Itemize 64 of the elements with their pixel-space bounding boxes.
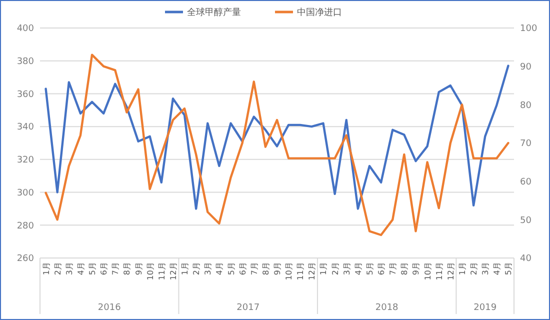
line-series: [44, 54, 510, 236]
text: 2016: [98, 303, 122, 313]
y-tick-label: 280: [16, 221, 34, 232]
x-tick-label: 10月: [423, 262, 432, 280]
x-tick-label: 3月: [481, 262, 490, 276]
x-tick-label: 11月: [157, 262, 166, 280]
x-tick-label: 6月: [238, 262, 248, 276]
x-tick-label: 9月: [412, 262, 421, 276]
x-tick-label: 1月: [458, 262, 467, 276]
x-tick-label: 2月: [470, 262, 479, 276]
y-tick-label: 380: [16, 57, 34, 68]
x-tick-label: 8月: [400, 262, 410, 276]
y2-tick-label: 100: [520, 24, 538, 34]
x-tick-label: 6月: [377, 262, 386, 276]
legend-label: 全球甲醇产量: [187, 7, 241, 18]
x-tick-label: 3月: [64, 262, 74, 276]
x-tick-label: 4月: [76, 262, 86, 276]
x-tick-label: 7月: [111, 262, 120, 276]
x-tick-label: 12月: [168, 262, 178, 280]
legend-label: 中国净进口: [297, 7, 342, 18]
x-tick-label: 5月: [226, 262, 236, 276]
x-tick-label: 4月: [215, 262, 224, 276]
x-tick-label: 10月: [146, 262, 155, 280]
x-tick-label: 8月: [122, 262, 132, 276]
x-tick-label: 4月: [354, 262, 363, 276]
x-tick-label: 1月: [42, 262, 51, 276]
x-tick-label: 5月: [365, 262, 374, 276]
text: 2017: [236, 303, 260, 313]
x-tick-label: 12月: [308, 262, 317, 280]
text: 2018: [375, 303, 399, 313]
x-tick-label: 10月: [284, 262, 294, 280]
x-tick-label: 7月: [250, 262, 259, 276]
x-tick-label: 5月: [88, 262, 98, 276]
y2-tick-label: 60: [520, 177, 532, 188]
x-tick-label: 2月: [192, 262, 202, 276]
x-tick-label: 7月: [388, 262, 398, 276]
x-tick-label: 12月: [446, 262, 456, 280]
y-tick-label: 300: [16, 188, 34, 198]
y-tick-label: 340: [16, 122, 34, 133]
y2-tick-label: 80: [520, 100, 532, 111]
x-tick-label: 11月: [434, 262, 444, 280]
line-series: [44, 64, 510, 210]
y-tick-label: 260: [16, 254, 34, 264]
x-tick-label: 2月: [330, 262, 340, 276]
x-tick-label: 11月: [296, 262, 306, 280]
x-tick-label: 5月: [504, 262, 514, 276]
text: 2019: [474, 303, 497, 313]
x-tick-label: 6月: [100, 262, 109, 276]
x-tick-label: 9月: [273, 262, 282, 276]
x-tick-label: 1月: [180, 262, 190, 276]
x-tick-label: 9月: [134, 262, 144, 276]
x-tick-label: 3月: [204, 262, 213, 276]
x-tick-label: 4月: [492, 262, 502, 276]
y2-tick-label: 90: [520, 62, 532, 72]
x-tick-label: 2月: [53, 262, 62, 276]
y2-tick-label: 40: [520, 254, 532, 264]
x-tick-label: 3月: [342, 262, 352, 276]
y-tick-label: 400: [16, 24, 34, 34]
y-tick-label: 360: [16, 90, 34, 100]
y-tick-label: 320: [16, 156, 34, 166]
x-tick-label: 8月: [261, 262, 270, 276]
y2-tick-label: 50: [520, 216, 532, 226]
y2-tick-label: 70: [520, 139, 532, 150]
x-tick-label: 1月: [319, 262, 328, 276]
